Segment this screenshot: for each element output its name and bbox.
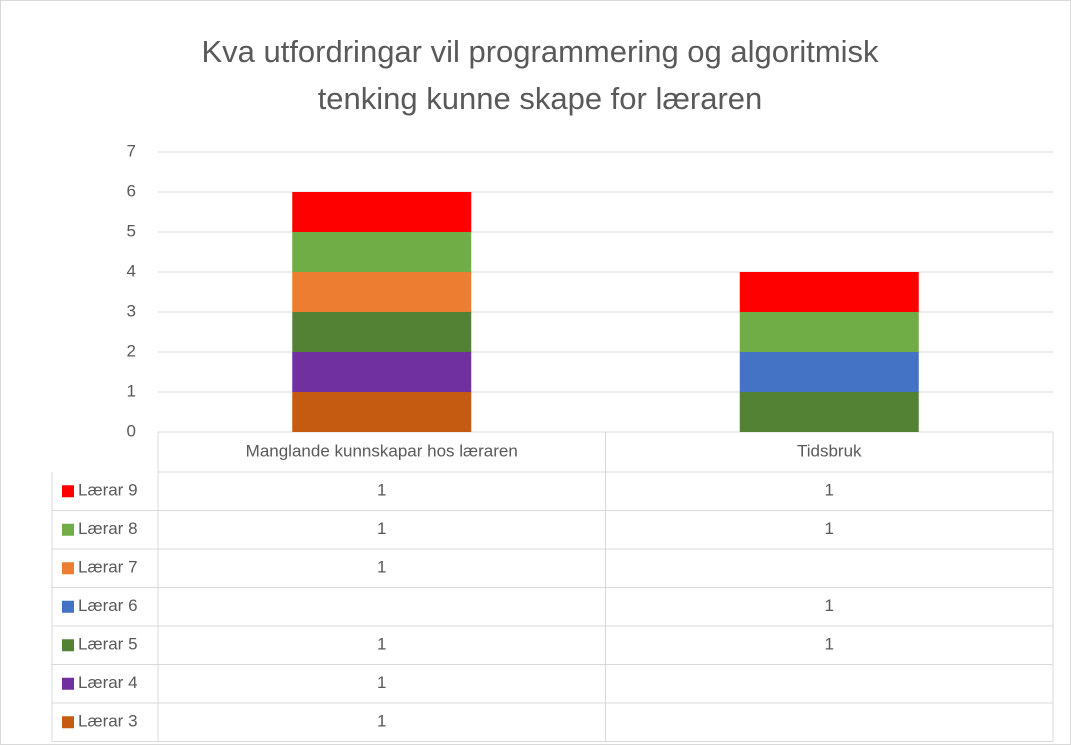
table-cell: 1 — [377, 481, 386, 500]
y-tick-label: 5 — [127, 221, 136, 240]
table-cell: 1 — [377, 673, 386, 692]
bar-segment — [739, 272, 919, 312]
legend-swatch — [62, 562, 74, 575]
table-cell: 1 — [825, 481, 834, 500]
legend-swatch — [62, 639, 74, 652]
legend-label: Lærar 5 — [78, 635, 138, 654]
y-tick-label: 3 — [127, 301, 136, 320]
bar-segment — [292, 272, 472, 312]
table-cell: 1 — [825, 596, 834, 615]
table-cell: 1 — [377, 519, 386, 538]
legend-label: Lærar 9 — [78, 481, 138, 500]
legend-label: Lærar 8 — [78, 519, 138, 538]
table-cell: 1 — [377, 712, 386, 731]
legend-swatch — [62, 716, 74, 729]
y-tick-label: 0 — [127, 421, 136, 440]
legend-label: Lærar 3 — [78, 712, 138, 731]
legend-label: Lærar 4 — [78, 673, 138, 692]
legend-swatch — [62, 485, 74, 498]
table-cell: 1 — [377, 558, 386, 577]
chart-title: tenking kunne skape for læraren — [318, 81, 763, 116]
bar-segment — [292, 352, 472, 392]
legend-label: Lærar 7 — [78, 558, 138, 577]
bar-segment — [739, 352, 919, 392]
table-cell: 1 — [377, 635, 386, 654]
bar-segment — [739, 312, 919, 352]
x-tick-label: Manglande kunnskapar hos læraren — [246, 441, 518, 460]
legend-swatch — [62, 523, 74, 536]
y-tick-label: 4 — [127, 261, 136, 280]
y-tick-label: 1 — [127, 381, 136, 400]
x-tick-label: Tidsbruk — [797, 441, 862, 460]
table-cell: 1 — [825, 635, 834, 654]
bar-segment — [739, 392, 919, 432]
y-tick-label: 6 — [127, 181, 136, 200]
y-tick-label: 7 — [127, 141, 136, 160]
legend-swatch — [62, 600, 74, 613]
bar-segment — [292, 192, 472, 232]
legend-swatch — [62, 677, 74, 690]
bar-segment — [292, 312, 472, 352]
y-tick-label: 2 — [127, 341, 136, 360]
chart-title: Kva utfordringar vil programmering og al… — [201, 34, 879, 69]
bar-segment — [292, 232, 472, 272]
bar-segment — [292, 392, 472, 432]
legend-label: Lærar 6 — [78, 596, 138, 615]
table-cell: 1 — [825, 519, 834, 538]
